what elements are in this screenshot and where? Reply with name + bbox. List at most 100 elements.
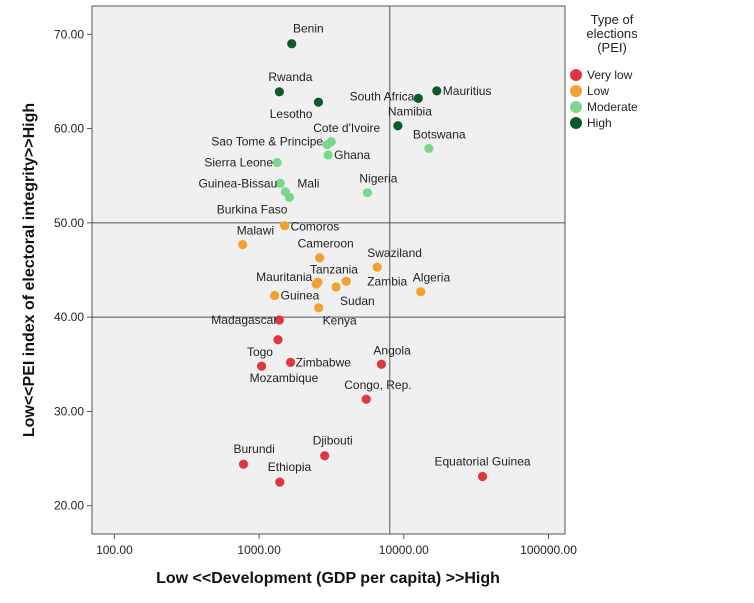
point-label: Guinea (281, 288, 320, 302)
point-label: Sudan (340, 294, 375, 308)
data-point (274, 315, 284, 325)
data-point (314, 303, 324, 313)
data-point (238, 459, 249, 469)
point-label: Guinea-Bissau (199, 176, 278, 190)
x-tick-label: 1000.00 (237, 543, 281, 557)
y-tick-label: 40.00 (54, 310, 84, 324)
legend-label: Moderate (587, 100, 638, 114)
x-axis: 100.00 1000.00 10000.00 100000.00 (96, 534, 577, 557)
data-point (275, 477, 285, 487)
y-axis-title: Low<<PEI index of electoral integrity>>H… (21, 103, 38, 437)
data-point (313, 97, 324, 107)
data-point (432, 86, 442, 96)
point-label: Kenya (323, 314, 357, 328)
legend-title: (PEI) (597, 40, 627, 55)
point-label: South Africa (350, 89, 415, 103)
data-point (393, 121, 403, 131)
point-label: Angola (373, 343, 411, 357)
legend-title: elections (586, 26, 638, 41)
data-point (413, 93, 423, 103)
point-label: Tanzania (310, 262, 358, 276)
legend-marker (570, 101, 582, 113)
data-point (284, 192, 295, 202)
data-point (273, 335, 283, 345)
point-label: Zimbabwe (296, 355, 352, 369)
y-tick-label: 50.00 (54, 216, 84, 230)
point-label: Nigeria (359, 172, 397, 186)
point-label: Madagascar (211, 313, 277, 327)
point-label: Burundi (233, 442, 274, 456)
data-point (311, 279, 321, 289)
point-label: Equatorial Guinea (435, 454, 531, 468)
data-point (323, 150, 333, 160)
x-tick-label: 10000.00 (379, 543, 429, 557)
data-point (362, 188, 372, 198)
data-point (287, 39, 297, 49)
data-point (320, 451, 330, 461)
legend-label: Very low (587, 68, 633, 82)
point-label: Ethiopia (268, 460, 312, 474)
data-point (272, 157, 282, 168)
y-tick-label: 60.00 (54, 122, 84, 136)
point-label: Djibouti (313, 434, 353, 448)
data-point (361, 394, 371, 404)
point-label: Malawi (237, 224, 274, 238)
data-point (416, 287, 426, 297)
legend-label: Low (587, 84, 609, 98)
data-point (238, 239, 248, 250)
y-axis: 20.00 30.00 40.00 50.00 60.00 70.00 (54, 27, 92, 513)
y-tick-label: 30.00 (54, 404, 84, 418)
x-axis-title: Low <<Development (GDP per capita) >>Hig… (156, 570, 500, 587)
point-label: Benin (293, 22, 324, 36)
point-label: Cameroon (298, 237, 354, 251)
point-label: Congo, Rep. (344, 378, 411, 392)
point-label: Namibia (388, 105, 432, 119)
data-points (238, 39, 488, 487)
legend-label: High (587, 116, 612, 130)
legend-marker (570, 69, 582, 81)
point-label: Cote d'Ivoire (313, 121, 380, 135)
data-point (279, 221, 290, 231)
data-point (331, 282, 341, 292)
y-tick-label: 70.00 (54, 27, 84, 41)
y-tick-label: 20.00 (54, 499, 84, 513)
point-label: Mauritania (256, 270, 312, 284)
point-label: Sierra Leone (204, 156, 273, 170)
point-label: Zambia (367, 274, 407, 288)
x-tick-label: 100000.00 (520, 543, 577, 557)
point-label: Sao Tome & Principe (211, 135, 323, 149)
point-label: Mali (297, 177, 319, 191)
point-label: Rwanda (268, 70, 312, 84)
reference-lines (92, 6, 565, 534)
point-label: Burkina Faso (217, 202, 288, 216)
legend-marker (570, 117, 582, 129)
point-label: Botswana (413, 127, 466, 141)
data-point (477, 471, 488, 482)
x-tick-label: 100.00 (96, 543, 133, 557)
point-label: Mozambique (250, 371, 319, 385)
data-point (315, 253, 325, 263)
point-label: Comoros (291, 220, 340, 234)
legend-marker (570, 85, 582, 97)
point-label: Swaziland (367, 246, 422, 260)
data-point (270, 290, 280, 301)
data-point (285, 357, 296, 367)
point-label: Lesotho (270, 107, 313, 121)
data-point (341, 276, 351, 286)
point-label: Togo (247, 345, 273, 359)
data-point (275, 178, 285, 188)
data-point (274, 87, 284, 97)
data-point (372, 262, 382, 272)
data-point (376, 359, 386, 369)
point-label: Mauritius (443, 84, 492, 98)
plot-area (91, 5, 566, 535)
data-point (322, 140, 332, 150)
point-labels: Benin Rwanda Lesotho South Africa Mauritius N… (199, 22, 531, 474)
data-point (256, 361, 267, 371)
point-label: Ghana (334, 148, 370, 162)
data-point (424, 143, 434, 153)
legend-title: Type of (591, 12, 634, 27)
point-label: Algeria (413, 271, 451, 285)
